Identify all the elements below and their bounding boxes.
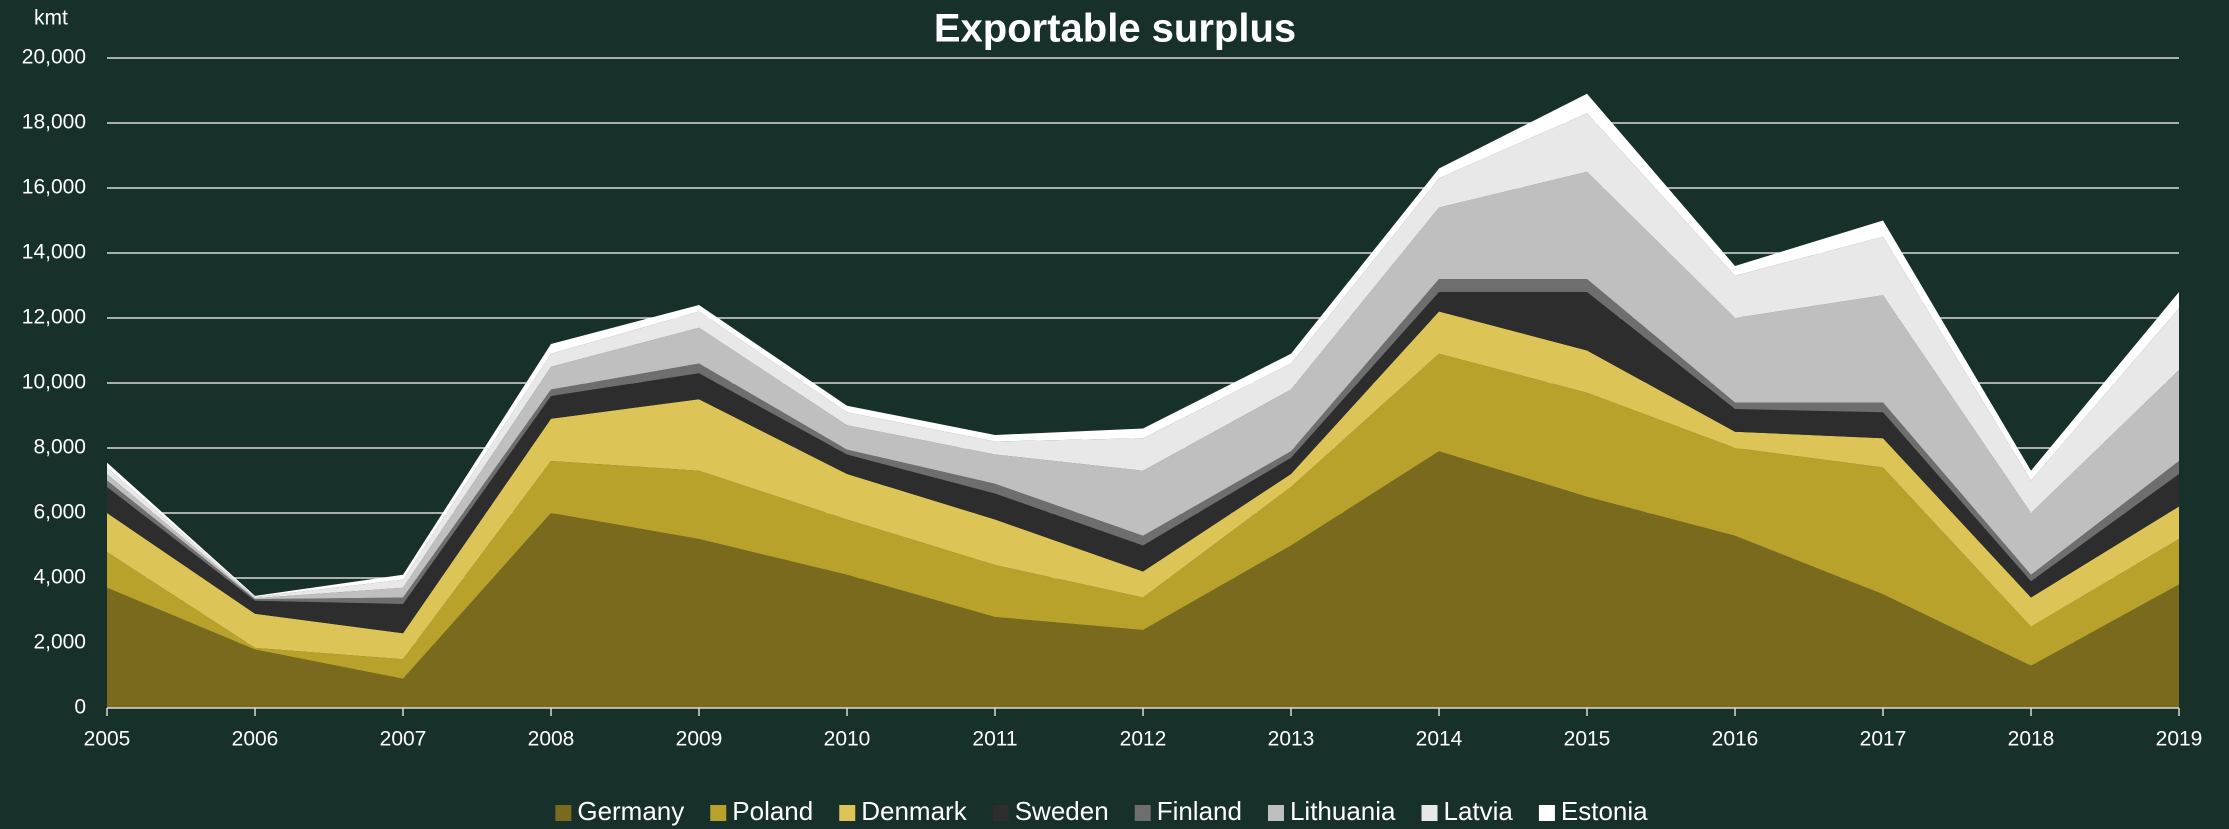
x-tick-label: 2016	[1712, 728, 1759, 751]
legend-swatch	[1538, 805, 1555, 821]
x-tick-label: 2019	[2156, 728, 2203, 751]
area	[107, 113, 2179, 599]
y-tick-label: 4,000	[33, 566, 86, 589]
x-tick-label: 2007	[380, 728, 427, 751]
legend-swatch	[992, 805, 1009, 821]
y-tick-label: 14,000	[22, 241, 86, 264]
x-tick-label: 2008	[528, 728, 575, 751]
legend: Germany Poland Denmark Sweden Finland Lithuan…	[555, 796, 1648, 826]
x-tick-label: 2018	[2008, 728, 2055, 751]
y-tick-label: 0	[74, 696, 86, 719]
area	[107, 292, 2179, 634]
area	[107, 311, 2179, 660]
legend-swatch	[1134, 805, 1151, 821]
area	[107, 353, 2179, 679]
y-tick-label: 16,000	[22, 176, 86, 199]
legend-label: Poland	[732, 796, 813, 826]
y-tick-label: 8,000	[33, 436, 86, 459]
x-tick-label: 2009	[676, 728, 723, 751]
legend-swatch	[710, 805, 727, 821]
x-tick-label: 2011	[972, 728, 1017, 751]
legend-swatch	[839, 805, 856, 821]
legend-label: Lithuania	[1290, 796, 1396, 826]
y-tick-label: 20,000	[22, 46, 86, 69]
area	[107, 451, 2179, 708]
legend-label: Estonia	[1561, 796, 1648, 826]
x-tick-label: 2010	[824, 728, 871, 751]
area	[107, 279, 2179, 604]
legend-swatch	[1421, 805, 1438, 821]
legend-swatch	[555, 805, 572, 821]
legend-label: Sweden	[1015, 796, 1109, 826]
legend-swatch	[1267, 805, 1284, 821]
x-tick-label: 2014	[1416, 728, 1463, 751]
chart-title: Exportable surplus	[934, 7, 1296, 51]
legend-label: Germany	[577, 796, 684, 826]
y-tick-label: 10,000	[22, 371, 86, 394]
y-tick-label: 18,000	[22, 111, 86, 134]
legend-label: Latvia	[1444, 796, 1514, 826]
y-tick-label: 12,000	[22, 306, 86, 329]
legend-label: Denmark	[861, 796, 967, 826]
x-tick-label: 2006	[232, 728, 279, 751]
x-tick-label: 2013	[1268, 728, 1315, 751]
x-tick-label: 2017	[1860, 728, 1907, 751]
x-tick-label: 2005	[84, 728, 131, 751]
y-tick-label: 2,000	[33, 631, 86, 654]
x-tick-label: 2015	[1564, 728, 1611, 751]
area	[107, 171, 2179, 600]
legend-label: Finland	[1157, 796, 1242, 826]
x-tick-label: 2012	[1120, 728, 1167, 751]
y-axis-label: kmt	[34, 7, 68, 30]
y-tick-label: 6,000	[33, 501, 86, 524]
